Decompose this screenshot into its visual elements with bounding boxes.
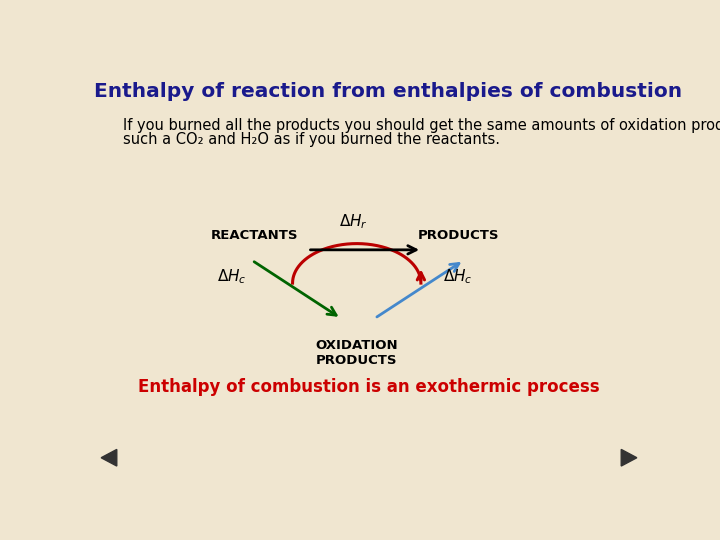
Text: Enthalpy of reaction from enthalpies of combustion: Enthalpy of reaction from enthalpies of … — [94, 82, 683, 102]
Text: PRODUCTS: PRODUCTS — [418, 230, 499, 242]
Text: If you burned all the products you should get the same amounts of oxidation prod: If you burned all the products you shoul… — [124, 118, 720, 133]
Text: OXIDATION
PRODUCTS: OXIDATION PRODUCTS — [315, 339, 398, 367]
Text: such a CO₂ and H₂O as if you burned the reactants.: such a CO₂ and H₂O as if you burned the … — [124, 132, 500, 147]
Text: REACTANTS: REACTANTS — [211, 230, 298, 242]
Text: Enthalpy of combustion is an exothermic process: Enthalpy of combustion is an exothermic … — [138, 378, 600, 396]
Polygon shape — [101, 449, 117, 466]
Text: $\Delta H_r$: $\Delta H_r$ — [339, 212, 368, 231]
Text: $\Delta H_c$: $\Delta H_c$ — [217, 267, 247, 286]
Text: $\Delta H_c$: $\Delta H_c$ — [444, 267, 473, 286]
Polygon shape — [621, 449, 637, 466]
